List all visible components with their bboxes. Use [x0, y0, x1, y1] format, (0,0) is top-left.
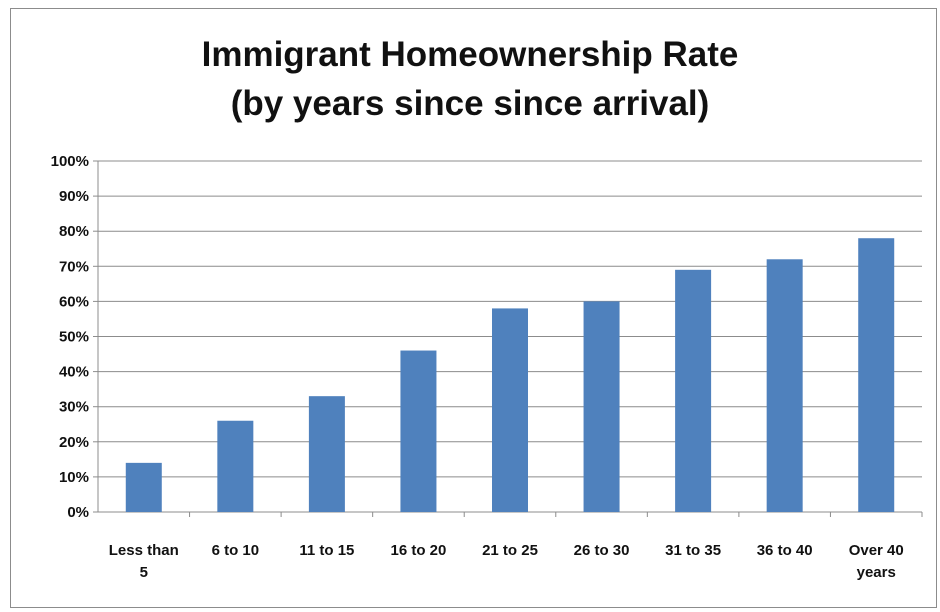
- bar: [858, 238, 895, 512]
- y-tick-label: 70%: [59, 258, 89, 275]
- y-tick-labels: 0% 10% 20% 30% 40% 50% 60% 70% 80% 90% 100%: [51, 153, 89, 521]
- bar: [308, 396, 345, 512]
- x-tick-label: Over 40 years: [849, 542, 904, 581]
- chart-subtitle: (by years since since arrival): [230, 84, 710, 123]
- x-tick-label: 26 to 30: [574, 542, 630, 559]
- y-tick-label: 30%: [59, 399, 89, 416]
- x-tick-label: 31 to 35: [665, 542, 721, 559]
- bar: [400, 350, 437, 512]
- x-tick-label: 16 to 20: [391, 542, 447, 559]
- x-tick-label: 36 to 40: [757, 542, 813, 559]
- bars: [125, 238, 895, 512]
- y-tick-label: 50%: [59, 329, 89, 346]
- y-tick-label: 20%: [59, 434, 89, 451]
- y-tick-label: 80%: [59, 223, 89, 240]
- chart-title-block: Immigrant Homeownership Rate (by years s…: [0, 30, 940, 128]
- x-tick-label: Less than 5: [109, 542, 179, 581]
- x-tick-label: 11 to 15: [299, 542, 354, 559]
- x-tick-labels: Less than 5 6 to 10 11 to 15 16 to 20 21 to 2…: [109, 542, 904, 581]
- bar: [492, 308, 528, 512]
- chart-title: Immigrant Homeownership Rate: [201, 35, 739, 74]
- bar: [217, 420, 254, 512]
- y-tick-label: 90%: [59, 188, 89, 205]
- y-tick-label: 40%: [59, 364, 89, 381]
- y-tick-label: 100%: [51, 153, 89, 170]
- bar: [125, 462, 162, 512]
- bar: [583, 301, 620, 512]
- bar: [766, 259, 803, 512]
- x-tick-label: 21 to 25: [482, 542, 538, 559]
- bar: [675, 269, 712, 512]
- y-tick-label: 10%: [59, 469, 89, 486]
- y-tick-label: 0%: [67, 504, 89, 521]
- x-tick-label: 6 to 10: [212, 542, 260, 559]
- y-tick-label: 60%: [59, 293, 89, 310]
